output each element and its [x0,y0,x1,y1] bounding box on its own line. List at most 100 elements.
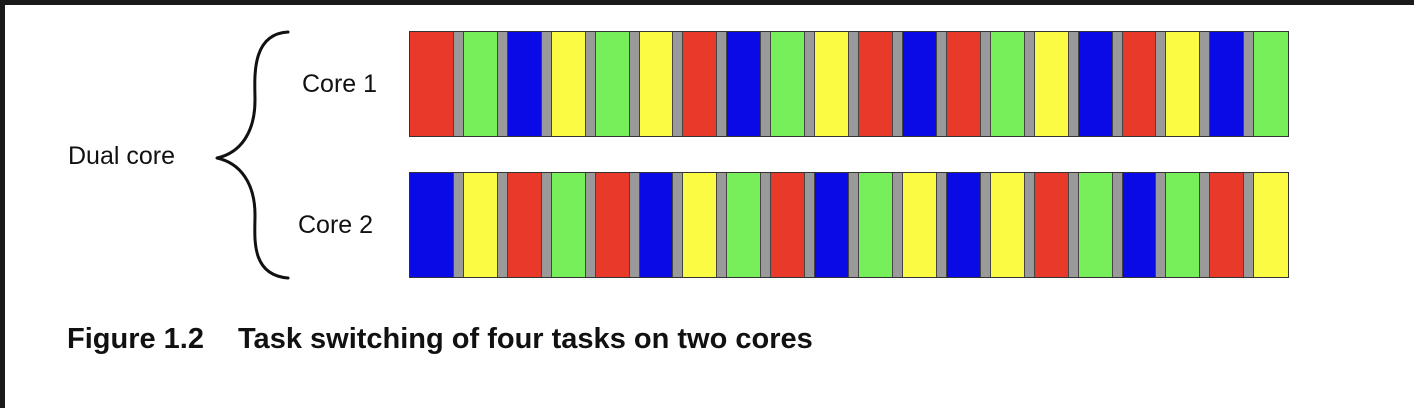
task-segment-green [462,32,498,136]
context-switch-gap [585,32,595,136]
time-slot [673,32,718,136]
task-segment-blue [410,173,454,277]
time-slot [717,32,762,136]
time-slot [410,32,454,136]
task-segment-blue [638,173,674,277]
time-slot [629,173,674,277]
dual-core-label: Dual core [68,142,175,170]
task-segment-yellow [989,173,1025,277]
task-segment-red [594,173,630,277]
time-slot [1068,173,1113,277]
task-segment-blue [726,32,762,136]
task-segment-blue [1077,32,1113,136]
context-switch-gap [805,173,815,277]
time-slot [1200,32,1245,136]
context-switch-gap [761,173,771,277]
core-1-label: Core 1 [302,70,378,98]
context-switch-gap [936,173,946,277]
time-slot [1156,32,1201,136]
figure-canvas: Dual core Core 1 Core 2 Figure 1.2 Task s… [5,5,1414,408]
curly-brace [215,30,290,280]
task-segment-red [1209,173,1245,277]
time-slot [1068,32,1113,136]
context-switch-gap [1200,32,1210,136]
context-switch-gap [1156,173,1166,277]
context-switch-gap [1112,173,1122,277]
time-slot [761,32,806,136]
task-segment-red [858,32,893,136]
task-segment-blue [506,32,542,136]
time-slot [980,173,1025,277]
context-switch-gap [717,32,727,136]
context-switch-gap [849,173,859,277]
context-switch-gap [1024,173,1034,277]
time-slot [453,173,498,277]
time-slot [761,173,806,277]
context-switch-gap [980,32,990,136]
context-switch-gap [892,32,902,136]
task-segment-yellow [462,173,498,277]
time-slot [497,32,542,136]
time-slot [629,32,674,136]
time-slot [892,173,937,277]
task-segment-yellow [682,173,718,277]
context-switch-gap [629,32,639,136]
context-switch-gap [1024,32,1034,136]
task-segment-green [770,32,806,136]
task-segment-green [550,173,586,277]
core-1-timeline [409,31,1289,137]
context-switch-gap [453,32,463,136]
task-segment-yellow [638,32,674,136]
time-slot [1024,32,1069,136]
context-switch-gap [453,173,463,277]
task-segment-green [1253,32,1289,136]
context-switch-gap [1200,173,1210,277]
task-segment-blue [901,32,937,136]
caption-text: Task switching of four tasks on two core… [238,323,813,355]
context-switch-gap [1244,32,1254,136]
core-2-timeline [409,172,1289,278]
context-switch-gap [892,173,902,277]
context-switch-gap [673,32,683,136]
time-slot [936,173,981,277]
time-slot [453,32,498,136]
task-segment-red [410,32,454,136]
task-segment-yellow [901,173,937,277]
context-switch-gap [761,32,771,136]
context-switch-gap [1112,32,1122,136]
time-slot [541,32,586,136]
task-segment-blue [1209,32,1245,136]
time-slot [541,173,586,277]
task-segment-yellow [1253,173,1289,277]
time-slot [1156,173,1201,277]
time-slot [849,173,893,277]
task-segment-green [726,173,762,277]
task-segment-red [945,32,981,136]
time-slot [1112,173,1157,277]
context-switch-gap [673,173,683,277]
time-slot [717,173,762,277]
task-segment-yellow [814,32,850,136]
context-switch-gap [629,173,639,277]
time-slot [936,32,981,136]
task-segment-green [1077,173,1113,277]
time-slot [673,173,718,277]
time-slot [805,173,850,277]
time-slot [497,173,542,277]
task-segment-green [1165,173,1201,277]
time-slot [1112,32,1157,136]
time-slot [1244,173,1289,277]
task-segment-yellow [1165,32,1201,136]
context-switch-gap [936,32,946,136]
time-slot [892,32,937,136]
task-segment-red [682,32,718,136]
time-slot [585,32,630,136]
time-slot [849,32,893,136]
task-segment-blue [814,173,850,277]
context-switch-gap [497,32,507,136]
task-segment-red [1121,32,1157,136]
time-slot [410,173,454,277]
caption-number: Figure 1.2 [67,323,204,355]
task-segment-blue [1121,173,1157,277]
task-segment-yellow [550,32,586,136]
